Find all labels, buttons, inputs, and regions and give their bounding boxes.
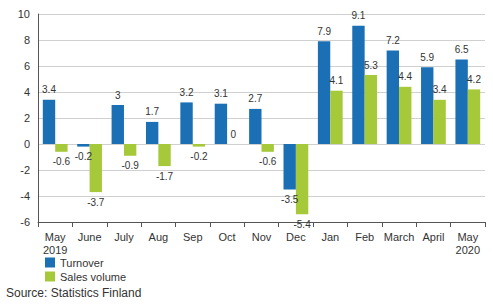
svg-text:-0.2: -0.2 <box>75 151 93 162</box>
svg-text:2019: 2019 <box>43 244 67 256</box>
svg-text:-1.7: -1.7 <box>156 171 174 182</box>
svg-text:Jan: Jan <box>321 231 339 243</box>
svg-text:Sales volume: Sales volume <box>60 271 126 283</box>
svg-text:3.1: 3.1 <box>214 88 228 99</box>
svg-text:0: 0 <box>231 129 237 140</box>
svg-text:-0.6: -0.6 <box>53 156 71 167</box>
svg-text:10: 10 <box>18 8 30 20</box>
svg-text:3: 3 <box>115 90 121 101</box>
svg-text:3.4: 3.4 <box>433 84 447 95</box>
svg-text:3.4: 3.4 <box>42 84 56 95</box>
svg-text:-5.4: -5.4 <box>293 219 311 230</box>
svg-text:Turnover: Turnover <box>60 257 104 269</box>
svg-text:8: 8 <box>24 34 30 46</box>
svg-text:-6: -6 <box>20 216 30 228</box>
svg-text:5.3: 5.3 <box>364 60 378 71</box>
svg-text:-0.9: -0.9 <box>122 160 140 171</box>
svg-text:6.5: 6.5 <box>455 44 469 55</box>
svg-text:May: May <box>45 231 66 243</box>
svg-text:March: March <box>384 231 415 243</box>
svg-text:-0.2: -0.2 <box>190 151 208 162</box>
svg-text:-2: -2 <box>20 164 30 176</box>
svg-text:Source: Statistics Finland: Source: Statistics Finland <box>6 286 141 300</box>
svg-text:-4: -4 <box>20 190 30 202</box>
svg-text:Oct: Oct <box>219 231 236 243</box>
svg-text:2: 2 <box>24 112 30 124</box>
svg-text:4.1: 4.1 <box>330 75 344 86</box>
svg-text:9.1: 9.1 <box>352 10 366 21</box>
svg-text:4: 4 <box>24 86 30 98</box>
svg-text:May: May <box>457 231 478 243</box>
svg-text:April: April <box>422 231 444 243</box>
svg-text:June: June <box>78 231 102 243</box>
svg-text:-3.5: -3.5 <box>281 194 299 205</box>
svg-text:Dec: Dec <box>286 231 306 243</box>
svg-text:1.7: 1.7 <box>145 106 159 117</box>
svg-text:July: July <box>114 231 134 243</box>
svg-text:-3.7: -3.7 <box>87 197 105 208</box>
svg-text:4.2: 4.2 <box>467 74 481 85</box>
svg-text:Sep: Sep <box>183 231 203 243</box>
svg-text:3.2: 3.2 <box>180 87 194 98</box>
svg-text:5.9: 5.9 <box>420 52 434 63</box>
svg-text:Feb: Feb <box>355 231 374 243</box>
svg-text:2.7: 2.7 <box>248 93 262 104</box>
svg-text:6: 6 <box>24 60 30 72</box>
svg-text:2020: 2020 <box>456 244 480 256</box>
svg-text:Nov: Nov <box>252 231 272 243</box>
svg-text:7.9: 7.9 <box>317 26 331 37</box>
svg-text:-0.6: -0.6 <box>259 156 277 167</box>
svg-text:Aug: Aug <box>149 231 169 243</box>
svg-text:7.2: 7.2 <box>386 35 400 46</box>
svg-text:4.4: 4.4 <box>398 71 412 82</box>
svg-text:0: 0 <box>24 138 30 150</box>
